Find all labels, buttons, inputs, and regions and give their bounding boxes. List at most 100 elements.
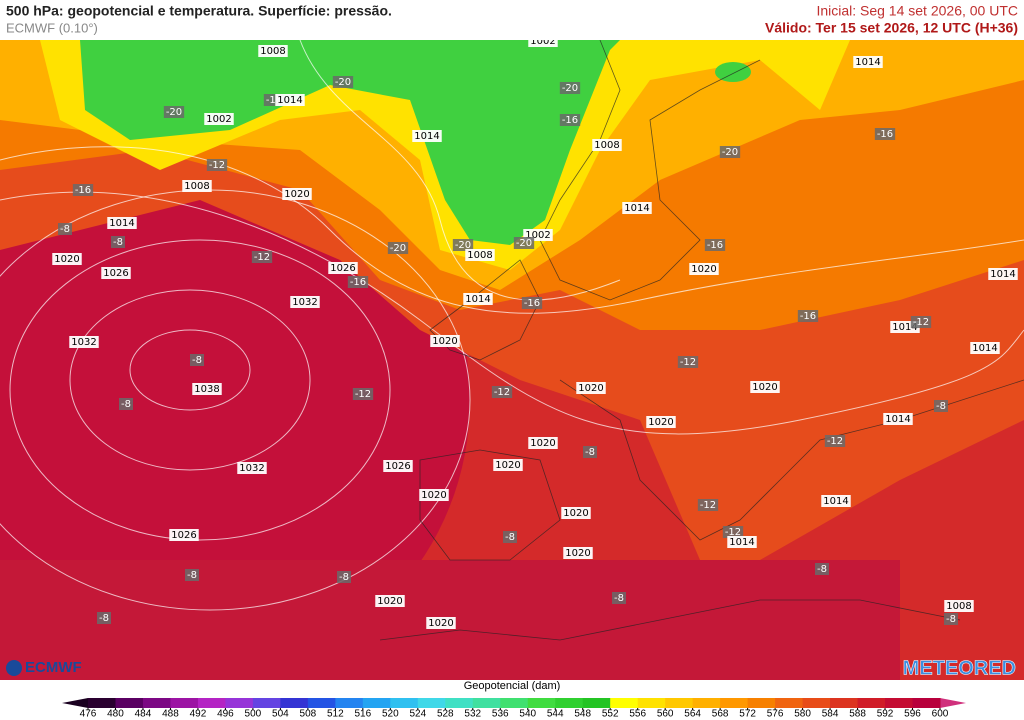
colorbar-tick-label: 540: [519, 709, 536, 720]
colorbar-segment: [555, 698, 584, 708]
colorbar-segment: [307, 698, 336, 708]
pressure-label: 1008: [592, 139, 622, 151]
map-label-box: [111, 236, 125, 248]
temperature-label: -16: [72, 184, 94, 196]
map-label-text: -12: [700, 500, 716, 511]
map-label-box: [815, 563, 829, 575]
map-label-box: [561, 507, 591, 519]
map-label-text: 1038: [194, 384, 219, 395]
map-label-text: 1008: [467, 250, 492, 261]
temperature-label: -8: [58, 223, 72, 235]
map-label-text: -12: [355, 389, 371, 400]
map-label-box: [503, 531, 517, 543]
temperature-label: -20: [163, 106, 185, 118]
colorbar-segment: [225, 698, 254, 708]
temperature-label: -20: [559, 82, 581, 94]
colorbar-segment: [472, 698, 501, 708]
pressure-label: 1014: [622, 202, 652, 214]
map-label-box: [237, 462, 267, 474]
colorbar-segment: [390, 698, 419, 708]
map-label-text: -16: [562, 115, 578, 126]
colorbar-segment: [280, 698, 309, 708]
map-label-text: 1014: [109, 218, 134, 229]
temperature-label: -16: [347, 276, 369, 288]
temperature-label: -8: [944, 613, 958, 625]
pressure-label: 1032: [237, 462, 267, 474]
colorbar-tick-label: 492: [190, 709, 207, 720]
map-label-box: [722, 526, 744, 538]
map-label-text: 1026: [330, 263, 355, 274]
colorbar-tick-label: 496: [217, 709, 234, 720]
colorbar-tick-label: 548: [574, 709, 591, 720]
pressure-label: 1020: [375, 595, 405, 607]
map-label-text: 1014: [990, 269, 1015, 280]
colorbar-segment: [335, 698, 364, 708]
map-label-box: [332, 76, 354, 88]
pressure-label: 1020: [561, 507, 591, 519]
map-label-text: -20: [455, 240, 471, 251]
map-label-box: [383, 460, 413, 472]
pressure-label: 1014: [727, 536, 757, 548]
map-label-box: [412, 130, 442, 142]
map-label-text: -8: [946, 614, 956, 625]
map-label-text: 1020: [428, 618, 453, 629]
colorbar-segment: [88, 698, 116, 708]
pressure-label: 1038: [192, 383, 222, 395]
map-label-text: -12: [209, 160, 225, 171]
colorbar-segment: [692, 698, 721, 708]
map-label-box: [970, 342, 1000, 354]
map-label-text: -16: [350, 277, 366, 288]
map-label-box: [563, 547, 593, 559]
map-label-box: [704, 239, 726, 251]
map-label-box: [190, 354, 204, 366]
map-label-box: [944, 600, 974, 612]
map-label-box: [72, 184, 94, 196]
map-label-text: -12: [725, 527, 741, 538]
colorbar-tick-label: 552: [602, 709, 619, 720]
map-label-box: [677, 356, 699, 368]
pressure-label: 1020: [282, 188, 312, 200]
colorbar-tick-label: 532: [464, 709, 481, 720]
map-label-box: [258, 45, 288, 57]
map-label-text: 1020: [284, 189, 309, 200]
temperature-label: -20: [332, 76, 354, 88]
map-label-box: [883, 413, 913, 425]
pressure-label: 1026: [383, 460, 413, 472]
map-label-text: 1020: [495, 460, 520, 471]
map-label-box: [944, 613, 958, 625]
map-label-text: -16: [877, 129, 893, 140]
map-label-box: [727, 536, 757, 548]
pressure-label: 1020: [430, 335, 460, 347]
zone-540-small: [715, 62, 751, 82]
pressure-label: 1014: [853, 56, 883, 68]
temperature-label: -8: [503, 531, 517, 543]
map-label-box: [101, 267, 131, 279]
map-label-text: -12: [254, 252, 270, 263]
map-label-box: [182, 180, 212, 192]
map-label-text: -20: [516, 238, 532, 249]
temperature-label: -8: [337, 571, 351, 583]
map-label-box: [463, 293, 493, 305]
map-label-text: 1026: [385, 461, 410, 472]
map-label-text: 1014: [414, 131, 439, 142]
pressure-label: 1014: [107, 217, 137, 229]
map-label-box: [797, 310, 819, 322]
map-label-text: -12: [680, 357, 696, 368]
pressure-label: 1020: [646, 416, 676, 428]
map-label-box: [328, 262, 358, 274]
temperature-label: -8: [612, 592, 626, 604]
colorbar-segment: [802, 698, 831, 708]
map-label-text: 1014: [892, 322, 917, 333]
map-label-box: [163, 106, 185, 118]
temperature-label: -12: [206, 159, 228, 171]
pressure-label: 1020: [750, 381, 780, 393]
temperature-label: -12: [824, 435, 846, 447]
map-label-text: -8: [113, 237, 123, 248]
logo-icon: [6, 660, 22, 676]
map-label-text: -16: [266, 95, 282, 106]
pressure-label: 1032: [69, 336, 99, 348]
temperature-label: -16: [704, 239, 726, 251]
map-label-box: [646, 416, 676, 428]
colorbar-tick-label: 568: [712, 709, 729, 720]
map-label-box: [52, 253, 82, 265]
